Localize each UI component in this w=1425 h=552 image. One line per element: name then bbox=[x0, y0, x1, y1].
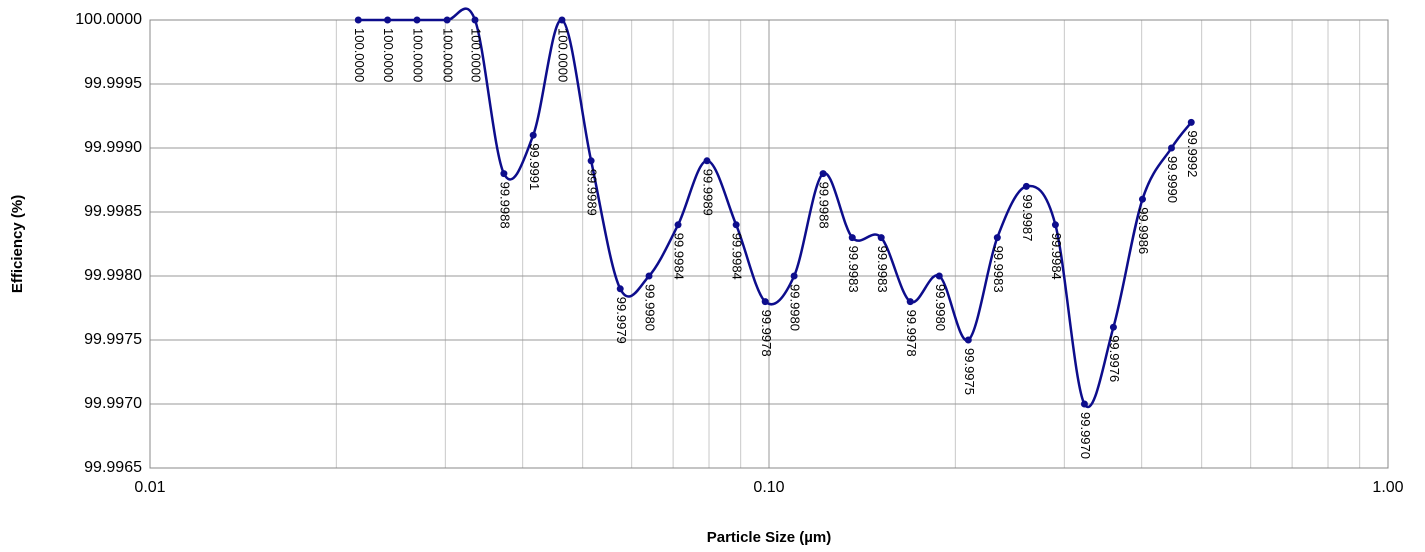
data-label: 100.0000 bbox=[381, 28, 396, 82]
data-label: 99.9992 bbox=[1185, 130, 1200, 177]
y-tick-label: 99.9970 bbox=[84, 395, 142, 412]
marker bbox=[993, 234, 1001, 242]
y-tick-label: 99.9980 bbox=[84, 267, 142, 284]
y-tick-label: 99.9985 bbox=[84, 203, 142, 220]
data-label: 99.9979 bbox=[614, 297, 629, 344]
data-label: 99.9991 bbox=[527, 143, 542, 190]
data-label: 99.9980 bbox=[933, 284, 948, 331]
x-axis-title: Particle Size (µm) bbox=[707, 529, 832, 546]
data-label: 99.9990 bbox=[1165, 156, 1180, 203]
data-label: 99.9983 bbox=[846, 246, 861, 293]
marker bbox=[819, 170, 827, 178]
marker bbox=[587, 157, 595, 165]
data-label: 99.9970 bbox=[1078, 412, 1093, 459]
x-tick-label: 1.00 bbox=[1372, 479, 1403, 496]
data-label: 100.0000 bbox=[469, 28, 484, 82]
marker bbox=[443, 16, 451, 24]
marker bbox=[471, 16, 479, 24]
x-tick-label: 0.01 bbox=[134, 479, 165, 496]
data-label: 99.9976 bbox=[1107, 335, 1122, 382]
data-label: 99.9989 bbox=[585, 169, 600, 216]
marker bbox=[1080, 400, 1088, 408]
data-label: 99.9986 bbox=[1136, 207, 1151, 254]
marker bbox=[500, 170, 508, 178]
y-tick-label: 100.0000 bbox=[75, 11, 142, 28]
y-tick-label: 99.9990 bbox=[84, 139, 142, 156]
marker bbox=[964, 336, 972, 344]
marker bbox=[848, 234, 856, 242]
plot-border bbox=[149, 19, 1389, 469]
data-label: 99.9987 bbox=[1020, 194, 1035, 241]
data-label: 99.9978 bbox=[759, 310, 774, 357]
data-label: 99.9980 bbox=[643, 284, 658, 331]
marker bbox=[354, 16, 362, 24]
data-label: 99.9988 bbox=[817, 182, 832, 229]
marker bbox=[413, 16, 421, 24]
marker bbox=[703, 157, 711, 165]
marker bbox=[384, 16, 392, 24]
marker bbox=[935, 272, 943, 280]
data-label: 99.9984 bbox=[730, 233, 745, 280]
y-tick-label: 99.9975 bbox=[84, 331, 142, 348]
data-label: 100.0000 bbox=[441, 28, 456, 82]
data-label: 99.9989 bbox=[701, 169, 716, 216]
data-label: 99.9975 bbox=[962, 348, 977, 395]
marker bbox=[529, 131, 537, 139]
data-label: 99.9983 bbox=[875, 246, 890, 293]
y-axis-title: Efficiency (%) bbox=[9, 195, 26, 293]
marker bbox=[1138, 195, 1146, 203]
marker bbox=[674, 221, 682, 229]
marker bbox=[1051, 221, 1059, 229]
marker bbox=[1167, 144, 1175, 152]
marker bbox=[645, 272, 653, 280]
data-label: 99.9978 bbox=[904, 310, 919, 357]
data-label: 99.9983 bbox=[991, 246, 1006, 293]
marker bbox=[732, 221, 740, 229]
data-label: 100.0000 bbox=[411, 28, 426, 82]
marker bbox=[616, 285, 624, 293]
data-label: 99.9984 bbox=[672, 233, 687, 280]
data-label: 100.0000 bbox=[352, 28, 367, 82]
y-tick-label: 99.9965 bbox=[84, 459, 142, 476]
marker bbox=[1109, 323, 1117, 331]
x-tick-label: 0.10 bbox=[753, 479, 784, 496]
marker bbox=[877, 234, 885, 242]
marker bbox=[790, 272, 798, 280]
data-label: 99.9984 bbox=[1049, 233, 1064, 280]
marker bbox=[906, 298, 914, 306]
marker bbox=[558, 16, 566, 24]
data-label: 99.9988 bbox=[497, 182, 512, 229]
marker bbox=[761, 298, 769, 306]
y-tick-label: 99.9995 bbox=[84, 75, 142, 92]
data-label: 100.0000 bbox=[556, 28, 571, 82]
data-label: 99.9980 bbox=[788, 284, 803, 331]
marker bbox=[1022, 182, 1030, 190]
marker bbox=[1187, 118, 1195, 126]
